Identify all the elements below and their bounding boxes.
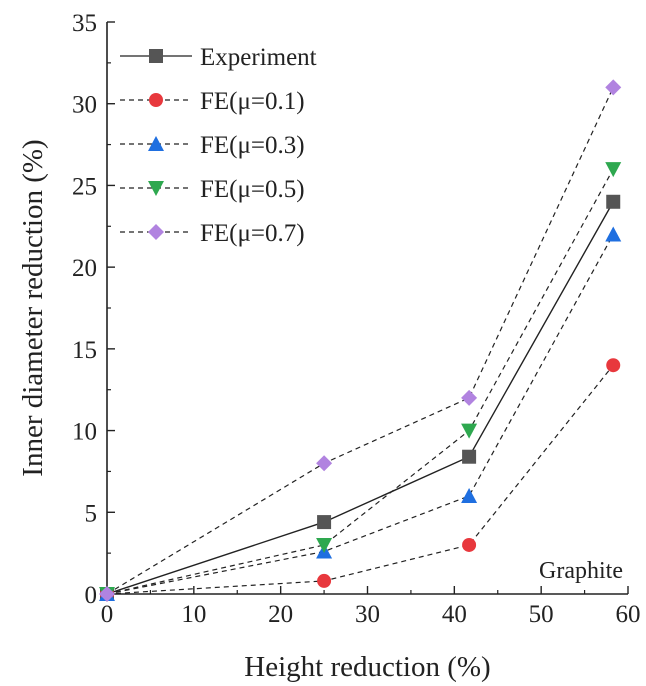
x-tick-label: 50 [529,601,554,628]
series-line [106,201,614,595]
legend: Experiment FE(μ=0.1) FE(μ=0.3) FE(μ=0.5) FE(… [120,44,317,247]
legend-label: FE(μ=0.1) [200,88,305,115]
legend-marker [148,181,164,196]
y-tick-label: 35 [72,10,97,37]
legend-label: FE(μ=0.3) [200,132,305,159]
y-tick-label: 10 [72,419,97,446]
legend-label: FE(μ=0.7) [200,220,305,247]
x-tick-label: 10 [181,601,206,628]
legend-marker [148,224,164,240]
x-tick-label: 60 [616,601,641,628]
legend-label: Experiment [200,44,317,71]
axis-ticks: 0 10 20 30 40 50 60 0 5 10 15 20 25 30 35 [72,10,641,628]
series-line [106,87,614,595]
data-point [605,226,622,242]
data-point [461,423,478,439]
data-point [461,487,478,503]
y-tick-label: 5 [85,500,98,527]
annotation-label: Graphite [539,558,623,584]
y-tick-label: 15 [72,337,97,364]
data-point [462,537,477,552]
data-point [317,515,332,530]
x-axis-title: Height reduction (%) [244,651,490,683]
data-point [462,449,477,464]
data-point [317,573,332,588]
y-axis-title: Inner diameter reduction (%) [17,139,49,476]
data-point [99,586,115,602]
series-line [106,234,614,595]
legend-label: FE(μ=0.5) [200,176,305,203]
series-line [106,364,614,595]
x-tick-label: 30 [355,601,380,628]
legend-marker [149,93,163,107]
data-point [605,79,622,96]
legend-marker [149,49,163,63]
data-point [606,358,621,373]
series-markers [99,79,622,602]
y-tick-label: 20 [72,255,97,282]
data-point [461,389,478,406]
y-tick-label: 25 [72,173,97,200]
data-point [316,455,333,472]
data-point [606,194,621,209]
plot-axes [106,22,628,595]
y-tick-label: 30 [72,92,97,119]
x-tick-label: 20 [268,601,293,628]
legend-marker [148,136,164,151]
x-tick-label: 40 [442,601,467,628]
series-lines [106,87,614,595]
x-tick-label: 0 [101,601,114,628]
series-line [106,168,614,595]
data-point [605,162,622,178]
y-tick-label: 0 [85,582,98,609]
data-point [316,537,333,553]
